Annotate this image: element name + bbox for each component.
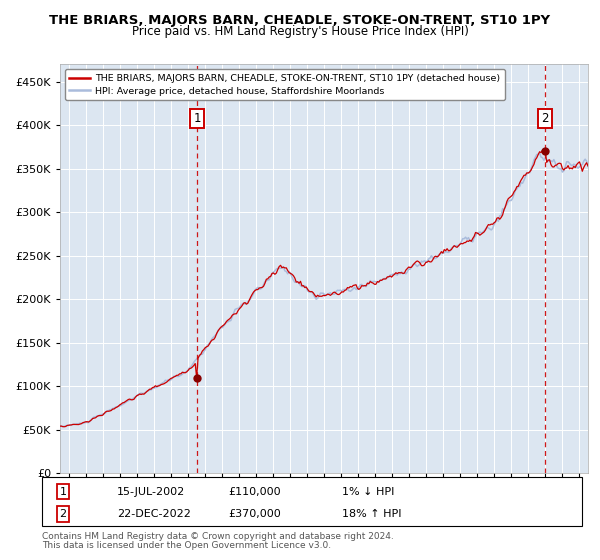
Text: Price paid vs. HM Land Registry's House Price Index (HPI): Price paid vs. HM Land Registry's House … xyxy=(131,25,469,38)
Text: 2: 2 xyxy=(59,509,67,519)
Text: Contains HM Land Registry data © Crown copyright and database right 2024.: Contains HM Land Registry data © Crown c… xyxy=(42,532,394,541)
Text: THE BRIARS, MAJORS BARN, CHEADLE, STOKE-ON-TRENT, ST10 1PY: THE BRIARS, MAJORS BARN, CHEADLE, STOKE-… xyxy=(49,14,551,27)
Text: 1: 1 xyxy=(193,112,200,125)
Legend: THE BRIARS, MAJORS BARN, CHEADLE, STOKE-ON-TRENT, ST10 1PY (detached house), HPI: THE BRIARS, MAJORS BARN, CHEADLE, STOKE-… xyxy=(65,69,505,100)
Text: 22-DEC-2022: 22-DEC-2022 xyxy=(117,509,191,519)
Text: £370,000: £370,000 xyxy=(228,509,281,519)
Text: This data is licensed under the Open Government Licence v3.0.: This data is licensed under the Open Gov… xyxy=(42,542,331,550)
Text: £110,000: £110,000 xyxy=(228,487,281,497)
Text: 18% ↑ HPI: 18% ↑ HPI xyxy=(342,509,401,519)
Text: 15-JUL-2002: 15-JUL-2002 xyxy=(117,487,185,497)
Text: 1: 1 xyxy=(59,487,67,497)
Text: 1% ↓ HPI: 1% ↓ HPI xyxy=(342,487,394,497)
Text: 2: 2 xyxy=(541,112,548,125)
